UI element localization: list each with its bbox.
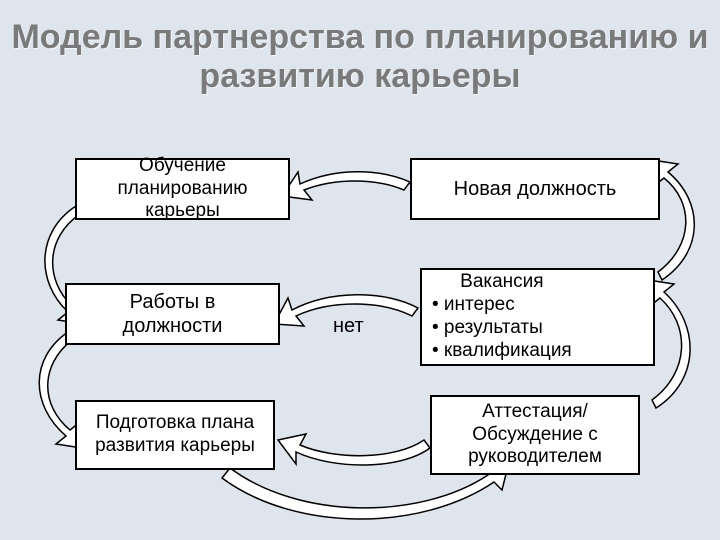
node-training-label: Обучение планированию карьеры [87, 155, 278, 223]
node-vacancy-b3: • квалификация [432, 340, 572, 363]
node-vacancy-content: Вакансия • интерес • результаты • квалиф… [432, 271, 572, 362]
node-plan: Подготовка плана развития карьеры [75, 400, 275, 470]
node-training: Обучение планированию карьеры [75, 158, 290, 220]
node-attestation-label: Аттестация/ Обсуждение с руководителем [442, 401, 628, 469]
node-attestation: Аттестация/ Обсуждение с руководителем [430, 395, 640, 475]
node-new-position-label: Новая должность [454, 177, 617, 201]
label-no: нет [333, 315, 364, 338]
node-vacancy-b1: • интерес [432, 294, 572, 317]
node-vacancy-b2: • результаты [432, 317, 572, 340]
slide-title: Модель партнерства по планированию и раз… [0, 18, 720, 96]
node-job-work-label: Работы в должности [77, 290, 268, 338]
node-plan-label: Подготовка плана развития карьеры [87, 412, 263, 458]
node-new-position: Новая должность [410, 158, 660, 220]
node-vacancy: Вакансия • интерес • результаты • квалиф… [420, 268, 655, 366]
node-job-work: Работы в должности [65, 283, 280, 345]
node-vacancy-title: Вакансия [432, 271, 572, 294]
